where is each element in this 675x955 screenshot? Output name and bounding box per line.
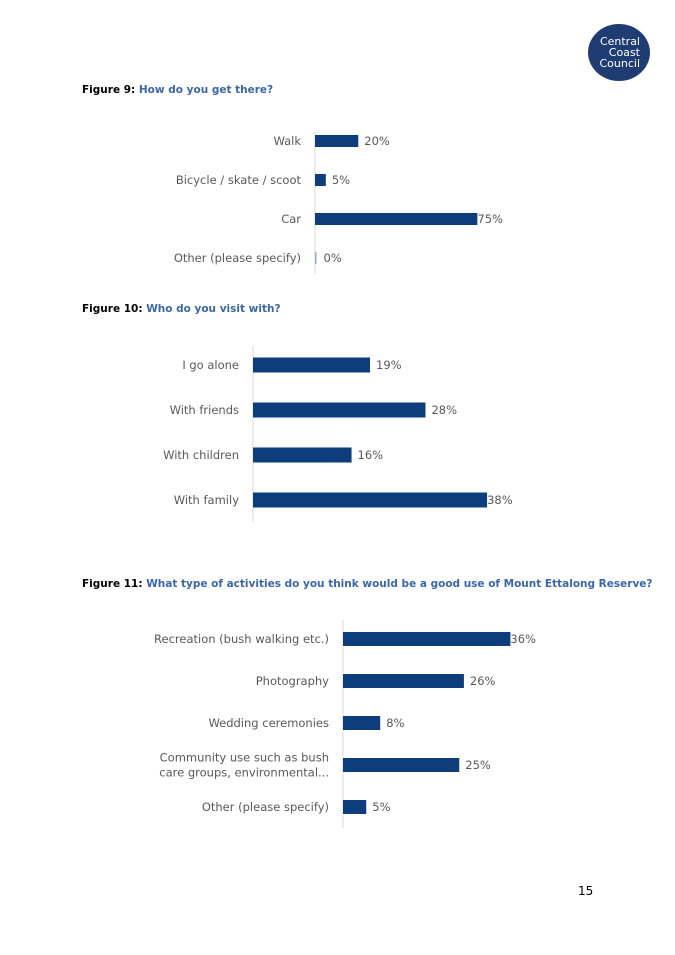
bar [253,492,488,508]
figure-11-title: Figure 11: What type of activities do yo… [82,578,653,590]
figure-11-chart: Recreation (bush walking etc.) 36% Photogr… [154,620,536,828]
figure-9-title: Figure 9: How do you get there? [82,84,273,96]
bar [343,674,464,688]
figure-10-chart: I go alone 19% With friends 28% With childre… [163,346,513,522]
category-label: Community use such as bush [160,751,329,765]
bar [253,357,371,373]
category-label: Bicycle / skate / scoot [176,173,302,187]
bar [253,402,426,418]
category-label: care groups, environmental... [159,766,329,780]
category-label: Wedding ceremonies [208,716,329,730]
figure-11-label: Figure 11: [82,578,143,590]
bar [343,800,367,814]
category-label: Other (please specify) [174,251,301,265]
category-label: Photography [256,674,329,688]
value-label: 20% [364,134,390,148]
category-label: Recreation (bush walking etc.) [154,632,329,646]
value-label: 19% [376,358,402,372]
value-label: 36% [510,632,536,646]
value-label: 25% [465,758,491,772]
value-label: 75% [477,212,503,226]
bar [253,447,352,463]
bar [315,174,326,186]
figure-9-question: How do you get there? [138,84,274,96]
bar [315,252,317,264]
figure-10-title: Figure 10: Who do you visit with? [82,303,281,315]
category-label: With friends [170,403,239,417]
value-label: 38% [487,493,513,507]
figure-11-question: What type of activities do you think wou… [146,578,653,590]
figure-9-chart: Walk 20% Bicycle / skate / scoot 5% Car 75% Ot… [174,132,503,274]
figure-10-label: Figure 10: [82,303,143,315]
council-logo: Central Coast Council [588,24,650,81]
category-label: With children [163,448,239,462]
bar [315,135,359,147]
logo-line-2: Coast [608,46,640,59]
bar [343,632,511,646]
value-label: 5% [332,173,350,187]
value-label: 28% [431,403,457,417]
value-label: 5% [372,800,390,814]
bar [343,716,381,730]
bar [343,758,460,772]
page-number: 15 [578,884,594,898]
logo-line-3: Council [599,57,640,70]
value-label: 8% [386,716,404,730]
category-label: Other (please specify) [202,800,329,814]
figure-9-label: Figure 9: [82,84,136,96]
value-label: 16% [358,448,384,462]
value-label: 26% [470,674,496,688]
figure-10-question: Who do you visit with? [146,303,281,315]
category-label: With family [174,493,239,507]
category-label: Walk [273,134,301,148]
logo-line-1: Central [599,35,640,48]
category-label: I go alone [182,358,239,372]
value-label: 0% [324,251,342,265]
bar [315,213,478,225]
category-label: Car [281,212,301,226]
